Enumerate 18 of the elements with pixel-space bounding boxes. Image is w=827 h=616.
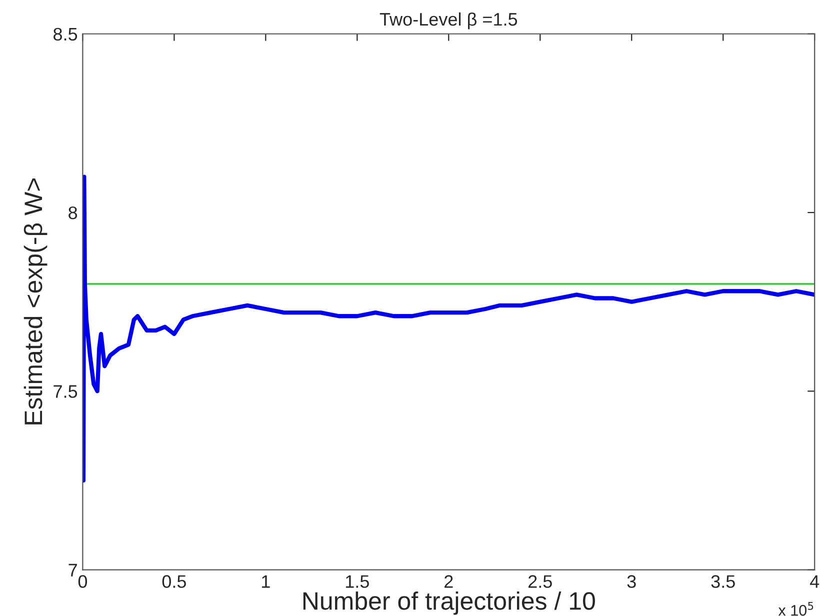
y-tick-label: 7 — [68, 564, 77, 576]
line-series — [82, 174, 815, 483]
x-tick-label: 2 — [444, 575, 453, 588]
y-tick-label: 8.5 — [54, 28, 78, 41]
x-tick-label: 0 — [78, 575, 88, 588]
x-tick-label: 3 — [627, 575, 636, 588]
x-axis-title: Number of trajectories / 10 — [303, 591, 595, 615]
text: x 10$^{5}$ — [778, 602, 814, 616]
x-tick-label: 4 — [810, 575, 820, 588]
y-tick-label: 8 — [68, 206, 78, 220]
x-tick-label: 1 — [262, 575, 270, 588]
y-tick-label: 7.5 — [54, 385, 78, 398]
chart-title: Two-Level β =1.5 — [380, 12, 518, 30]
x-tick-label: 2.5 — [528, 575, 552, 588]
x-tick-label: 1.5 — [346, 575, 369, 588]
y-axis-title: Estimated <exp(-β W> — [24, 178, 48, 424]
x-tick-label: 0.5 — [162, 575, 186, 588]
x-tick-label: 3.5 — [711, 575, 735, 588]
